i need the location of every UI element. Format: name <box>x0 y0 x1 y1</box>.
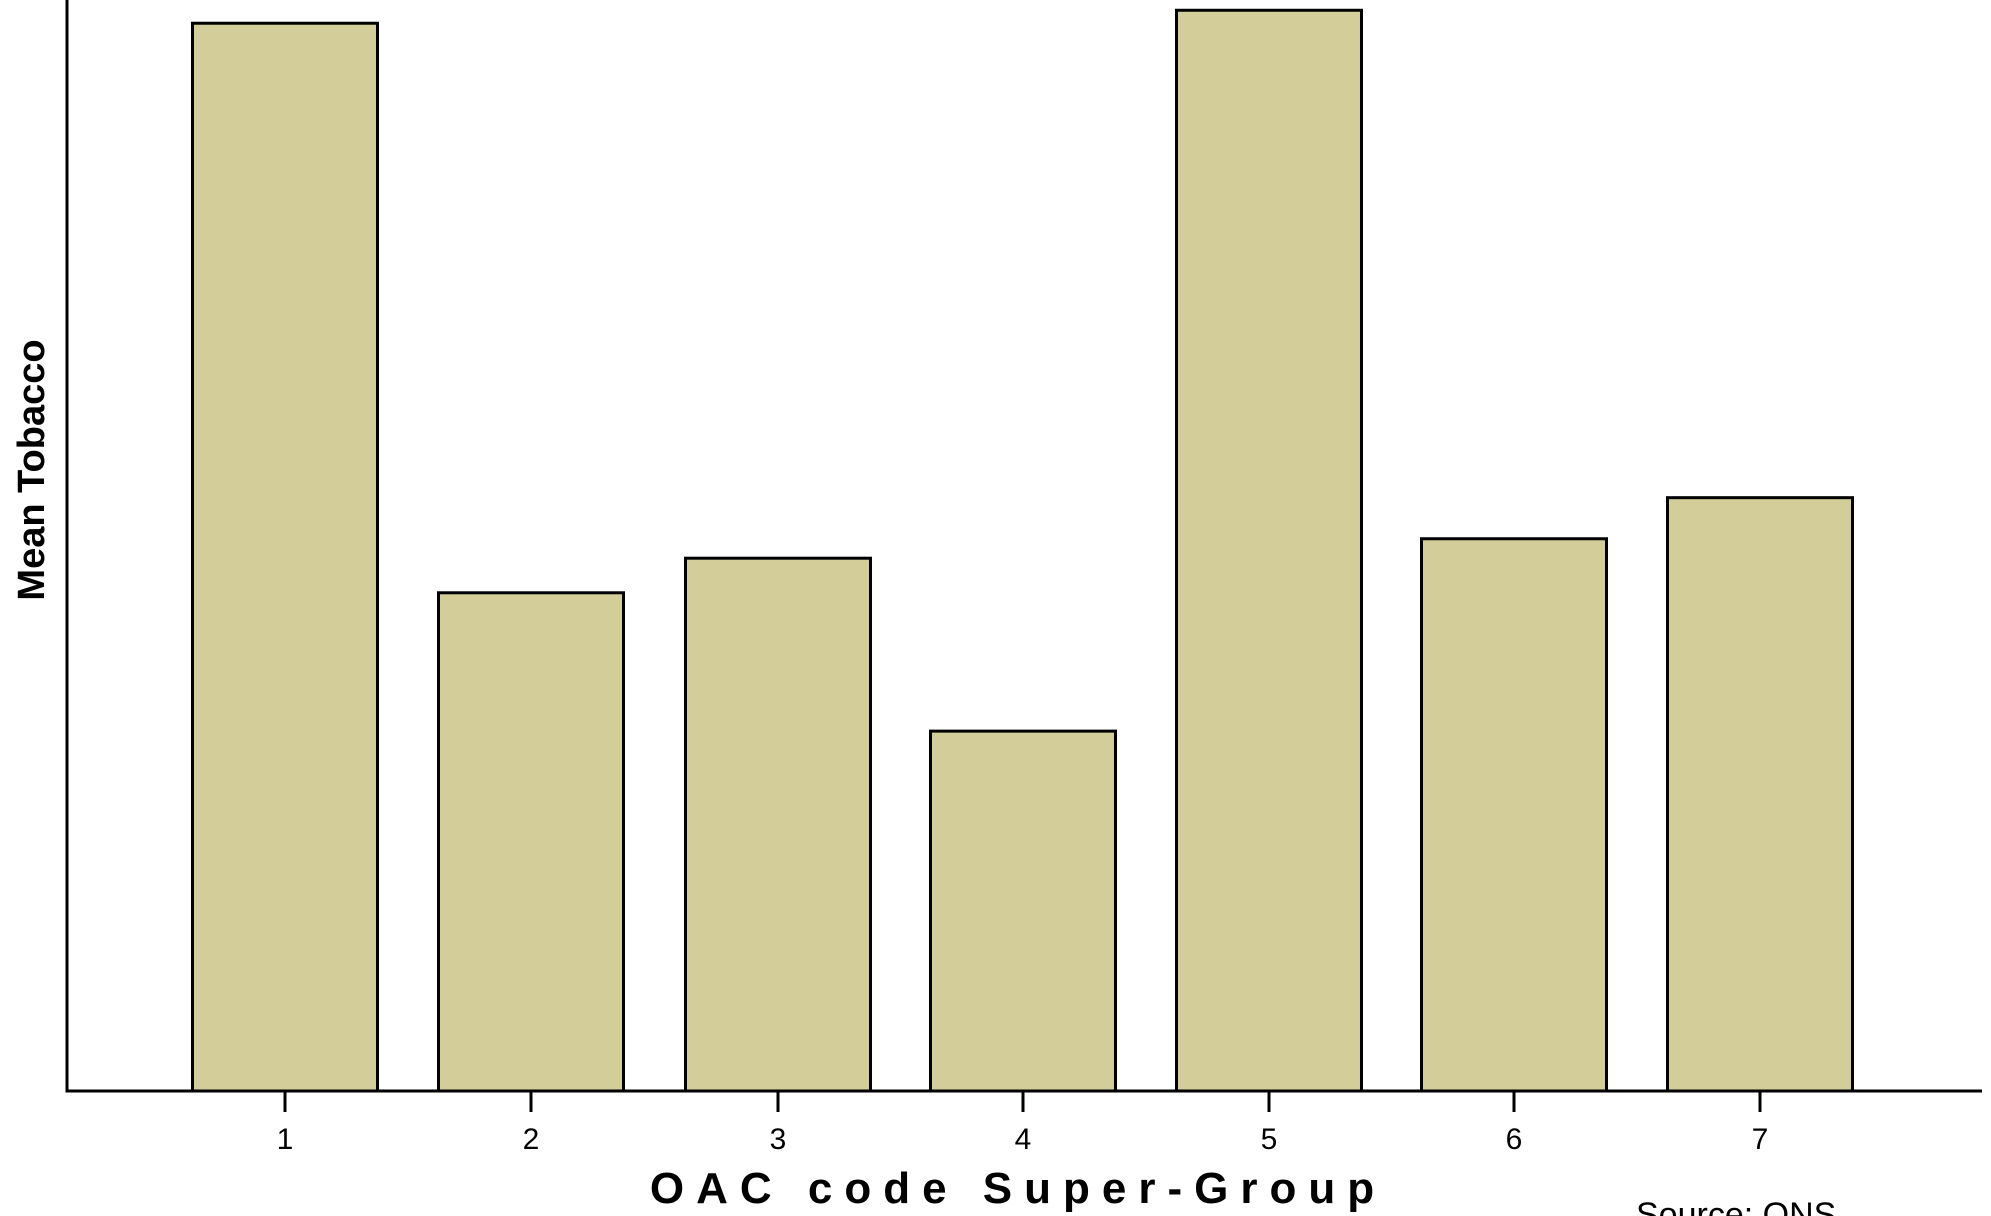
bar-1 <box>191 21 379 1093</box>
source-note: Source: ONS <box>1636 1196 1836 1216</box>
x-tick-label-2: 2 <box>523 1123 540 1156</box>
bars-group <box>191 8 1854 1093</box>
x-tick-label-5: 5 <box>1261 1123 1278 1156</box>
x-tick-label-6: 6 <box>1506 1123 1523 1156</box>
bar-6 <box>1420 537 1608 1093</box>
bar-2 <box>437 591 625 1093</box>
bar-3 <box>684 556 872 1093</box>
x-tick-label-7: 7 <box>1752 1123 1769 1156</box>
x-tick-label-4: 4 <box>1015 1123 1032 1156</box>
y-axis-label: Mean Tobacco <box>11 339 53 600</box>
bar-4 <box>929 729 1117 1093</box>
bar-5 <box>1175 8 1363 1093</box>
bar-7 <box>1666 496 1854 1093</box>
x-axis-label: OAC code Super-Group <box>650 1164 1386 1213</box>
x-ticks-group: 1 2 3 4 5 6 7 <box>277 1091 1769 1156</box>
x-tick-label-3: 3 <box>770 1123 787 1156</box>
x-tick-label-1: 1 <box>277 1123 294 1156</box>
